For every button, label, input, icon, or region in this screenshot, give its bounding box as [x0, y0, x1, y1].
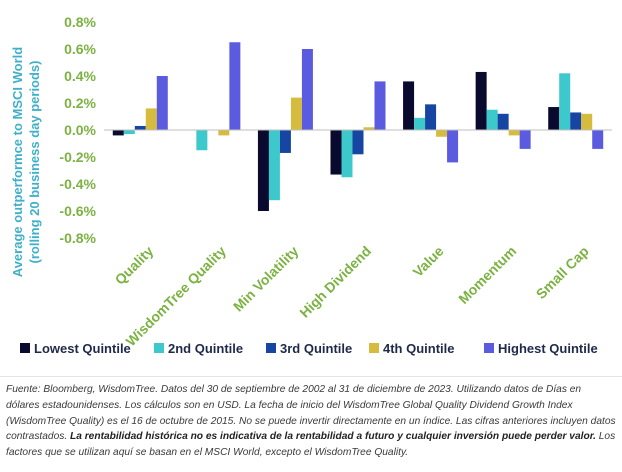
bar	[436, 130, 448, 137]
x-tick-label: Min Volatility	[230, 243, 302, 315]
bar	[508, 130, 520, 136]
footnote-disclaimer: La rentabilidad histórica no es indicati…	[70, 431, 596, 443]
bar	[374, 81, 386, 130]
bar	[123, 130, 135, 135]
bar	[519, 130, 531, 149]
bar	[497, 113, 509, 130]
bar	[196, 130, 208, 151]
bar	[559, 73, 571, 130]
legend-swatch	[154, 343, 164, 353]
bar	[218, 130, 230, 136]
divider	[0, 376, 622, 377]
legend-swatch	[20, 343, 30, 353]
y-axis-ticks: 0.8% 0.6% 0.4% 0.2% 0.0% -0.2% -0.4% -0.6% -0.8%	[59, 14, 96, 246]
y-tick-label: 0.4%	[64, 68, 96, 84]
bar	[112, 130, 124, 136]
bar	[301, 49, 313, 130]
legend-swatch	[266, 343, 276, 353]
bar	[486, 109, 498, 130]
bar	[268, 130, 280, 201]
x-tick-label: Quality	[112, 243, 157, 288]
legend-label: 3rd Quintile	[280, 341, 352, 356]
footnote-text: Fuente: Bloomberg, WisdomTree. Datos del…	[6, 384, 616, 443]
bar	[425, 104, 437, 130]
bar	[156, 76, 168, 130]
bar	[145, 108, 157, 130]
y-tick-label: -0.6%	[59, 203, 96, 219]
x-tick-label: High Dividend	[296, 243, 374, 321]
x-tick-label: Momentum	[455, 243, 519, 307]
bar	[475, 71, 487, 130]
y-tick-label: -0.4%	[59, 176, 96, 192]
y-tick-label: 0.6%	[64, 41, 96, 57]
footnote: Fuente: Bloomberg, WisdomTree. Datos del…	[6, 382, 616, 461]
bar	[581, 113, 593, 130]
bar	[403, 81, 415, 130]
bar-chart: Average outperformce to MSCI World (roll…	[10, 14, 612, 356]
bar	[229, 42, 241, 130]
footnote-text-end: Los factores que se utilizan aquí se bas…	[6, 431, 616, 459]
legend-label: 2nd Quintile	[168, 341, 243, 356]
legend: Lowest Quintile 2nd Quintile 3rd Quintile 4…	[20, 341, 598, 356]
legend-label: Highest Quintile	[498, 341, 598, 356]
bar	[570, 112, 582, 130]
x-tick-label: Value	[410, 243, 447, 280]
y-axis-label-line2: (rolling 20 business day periods)	[27, 61, 42, 264]
bar	[447, 130, 459, 163]
y-axis-label: Average outperformce to MSCI World (roll…	[10, 47, 42, 277]
bar	[548, 107, 560, 130]
bar	[330, 130, 342, 175]
legend-swatch	[484, 343, 494, 353]
y-axis-label-line1: Average outperformce to MSCI World	[10, 47, 25, 277]
bar	[352, 130, 364, 155]
legend-swatch	[369, 343, 379, 353]
y-tick-label: 0.2%	[64, 95, 96, 111]
bar	[290, 97, 302, 130]
bar	[341, 130, 353, 178]
bar	[592, 130, 604, 149]
y-tick-label: 0.0%	[64, 122, 96, 138]
bar	[279, 130, 291, 153]
y-tick-label: 0.8%	[64, 14, 96, 30]
y-tick-label: -0.8%	[59, 230, 96, 246]
y-tick-label: -0.2%	[59, 149, 96, 165]
legend-label: Lowest Quintile	[34, 341, 131, 356]
x-tick-label: Small Cap	[533, 243, 592, 302]
bar	[414, 117, 426, 130]
bars	[104, 42, 612, 211]
bar	[363, 127, 375, 130]
bar	[134, 125, 146, 130]
bar	[257, 130, 269, 211]
legend-label: 4th Quintile	[383, 341, 455, 356]
